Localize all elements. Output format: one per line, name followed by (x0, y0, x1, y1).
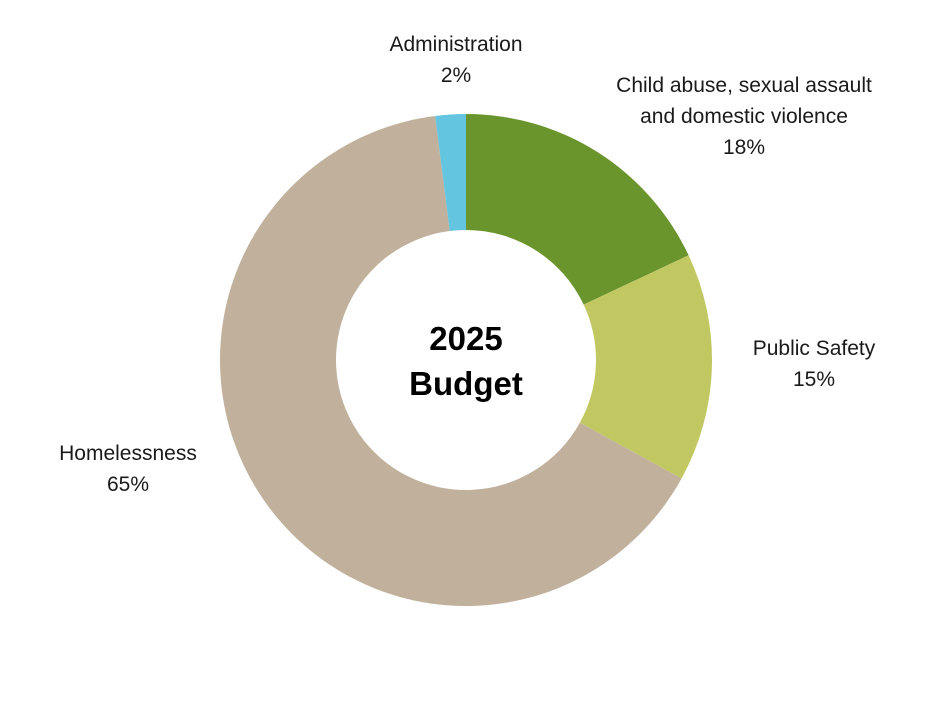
slice-name-label-1: Public Safety (753, 337, 876, 360)
slice-value-label-2: 65% (107, 473, 149, 496)
slice-name-label-3: Administration (389, 33, 522, 56)
slice-1 (579, 255, 713, 479)
chart-slices (220, 114, 713, 606)
slice-0 (466, 114, 689, 305)
slice-value-label-3: 2% (441, 64, 471, 87)
slice-name-label-0: and domestic violence (640, 105, 848, 128)
slice-name-label-0: Child abuse, sexual assault (616, 74, 872, 97)
slice-value-label-1: 15% (793, 368, 835, 391)
slice-name-label-2: Homelessness (59, 442, 197, 465)
slice-2 (220, 115, 682, 606)
chart-labels: Child abuse, sexual assault and domestic … (59, 33, 876, 496)
center-label-line-1: 2025 (429, 320, 502, 357)
slice-value-label-0: 18% (723, 136, 765, 159)
slice-3 (435, 114, 466, 232)
center-label-line-2: Budget (409, 365, 523, 402)
